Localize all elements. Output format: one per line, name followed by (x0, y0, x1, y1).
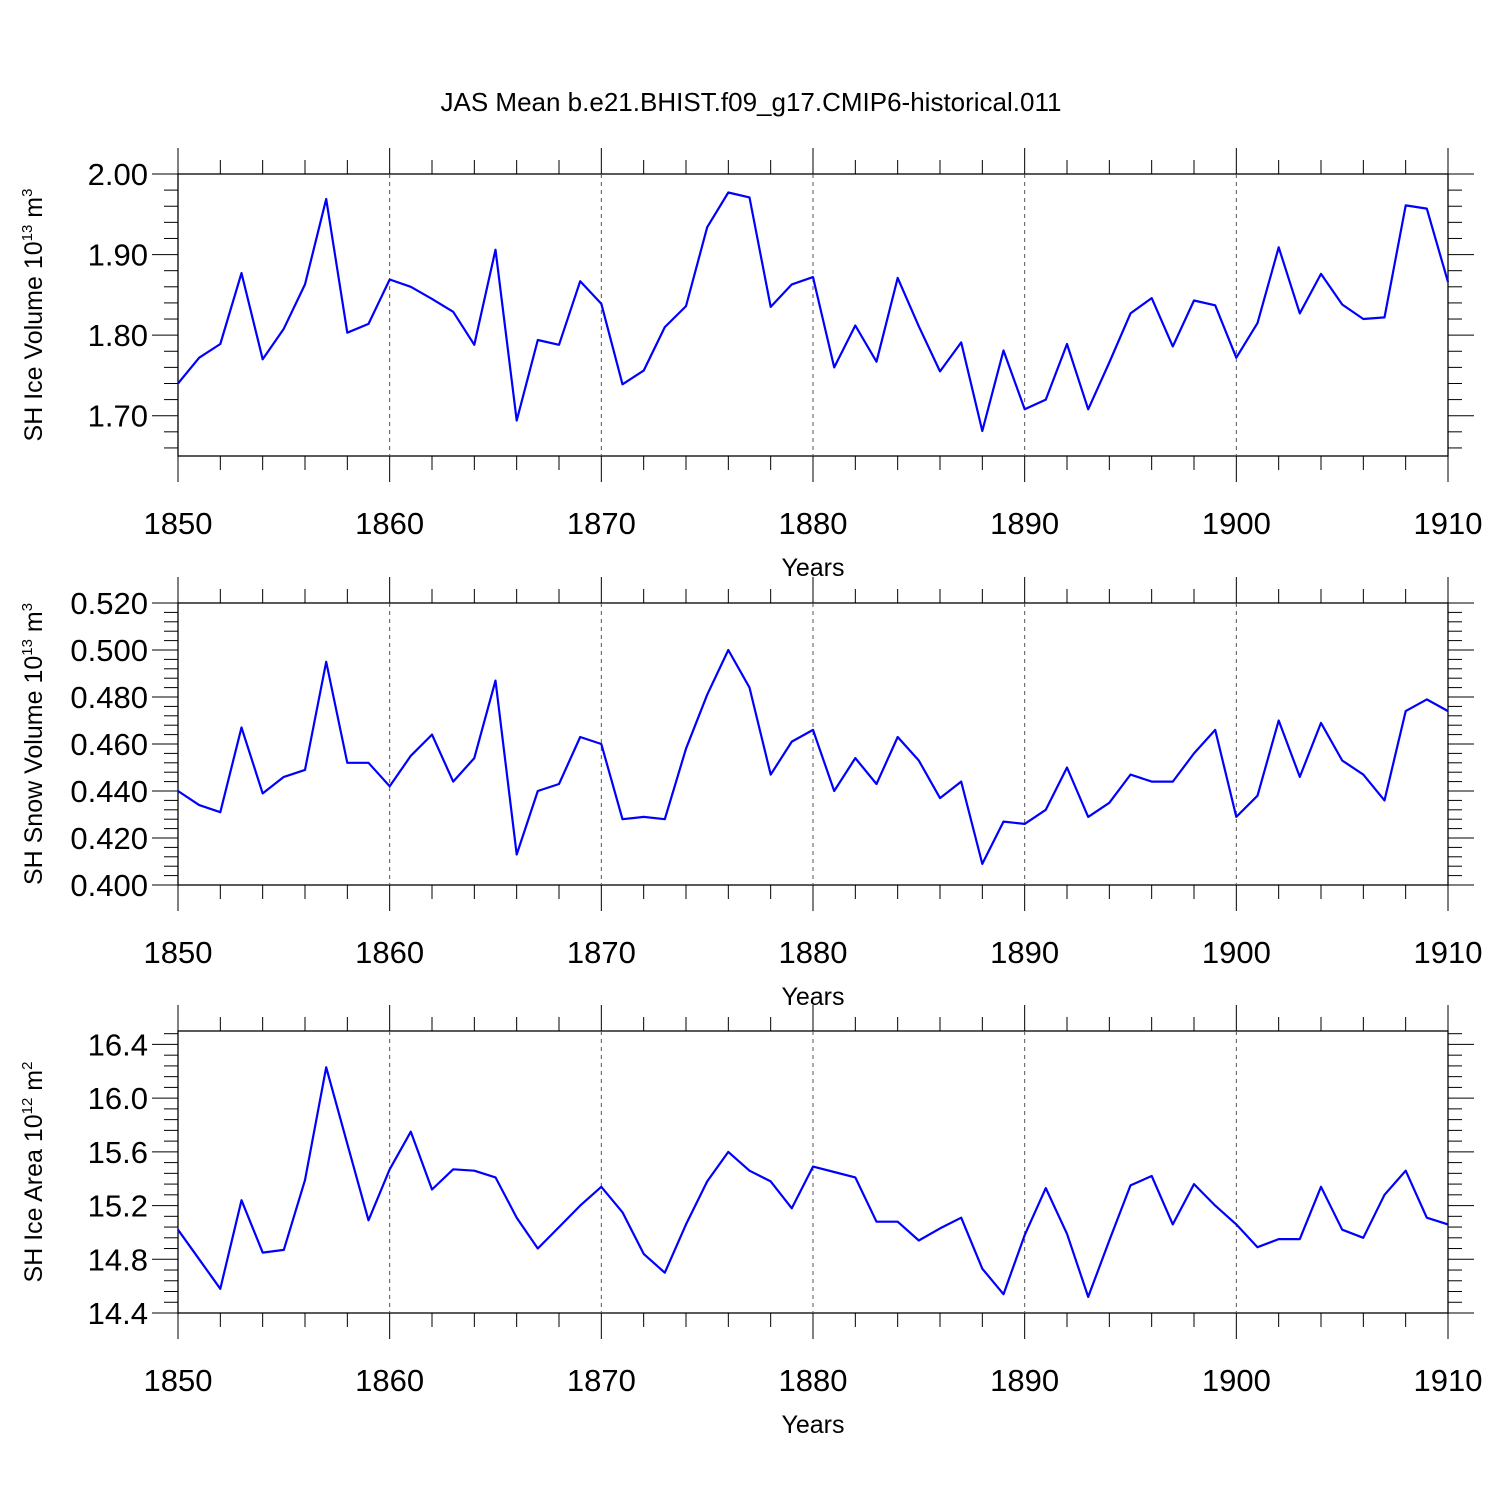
y-tick-label: 16.4 (88, 1027, 148, 1062)
y-tick-label: 15.6 (88, 1135, 148, 1170)
x-tick-label: 1910 (1414, 506, 1483, 541)
x-tick-label: 1890 (990, 506, 1059, 541)
y-tick-label: 1.80 (88, 318, 148, 353)
y-tick-label: 0.440 (70, 774, 148, 809)
y-tick-label: 0.420 (70, 821, 148, 856)
x-tick-label: 1910 (1414, 935, 1483, 970)
x-tick-label: 1890 (990, 1363, 1059, 1398)
x-tick-label: 1890 (990, 935, 1059, 970)
x-tick-label: 1870 (567, 506, 636, 541)
chart-title: JAS Mean b.e21.BHIST.f09_g17.CMIP6-histo… (441, 87, 1062, 117)
x-tick-label: 1850 (144, 506, 213, 541)
x-tick-label: 1850 (144, 1363, 213, 1398)
y-tick-label: 0.400 (70, 868, 148, 903)
y-tick-label: 2.00 (88, 157, 148, 192)
x-tick-label: 1860 (355, 935, 424, 970)
y-axis-label: SH Ice Volume 1013 m3 (19, 189, 48, 442)
x-tick-label: 1870 (567, 935, 636, 970)
x-tick-label: 1850 (144, 935, 213, 970)
y-tick-label: 14.8 (88, 1242, 148, 1277)
x-tick-label: 1910 (1414, 1363, 1483, 1398)
series-line (177, 1066, 1449, 1299)
x-tick-label: 1900 (1202, 935, 1271, 970)
x-tick-label: 1860 (355, 506, 424, 541)
y-tick-label: 0.500 (70, 633, 148, 668)
series-line (177, 648, 1449, 866)
x-tick-label: 1880 (779, 506, 848, 541)
y-tick-label: 1.90 (88, 238, 148, 273)
x-tick-label: 1870 (567, 1363, 636, 1398)
panel-2: 0.400 0.420 0.440 0.460 0.480 0.500 0.520 1850 1… (19, 577, 1482, 1011)
y-tick-label: 14.4 (88, 1296, 148, 1331)
x-axis-label: Years (781, 1411, 844, 1439)
y-axis-label: SH Ice Area 1012 m2 (19, 1062, 48, 1283)
x-tick-label: 1900 (1202, 1363, 1271, 1398)
y-tick-label: 1.70 (88, 399, 148, 434)
series-line (177, 191, 1450, 433)
y-tick-label: 0.480 (70, 680, 148, 715)
y-tick-label: 16.0 (88, 1081, 148, 1116)
panel-3: 14.4 14.8 15.2 15.6 16.0 16.4 1850 1860 1870 1880… (19, 1005, 1482, 1439)
y-axis-label: SH Snow Volume 1013 m3 (19, 603, 48, 885)
y-tick-label: 0.460 (70, 727, 148, 762)
panel-1: 1.70 1.80 1.90 2.00 1850 1860 1870 1880 1890 1900… (19, 148, 1482, 582)
x-tick-label: 1880 (779, 1363, 848, 1398)
x-tick-label: 1860 (355, 1363, 424, 1398)
x-tick-label: 1900 (1202, 506, 1271, 541)
y-tick-label: 15.2 (88, 1189, 148, 1224)
panels: 1.70 1.80 1.90 2.00 1850 1860 1870 1880 1890 1900… (19, 148, 1482, 1439)
y-tick-label: 0.520 (70, 586, 148, 621)
x-tick-label: 1880 (779, 935, 848, 970)
